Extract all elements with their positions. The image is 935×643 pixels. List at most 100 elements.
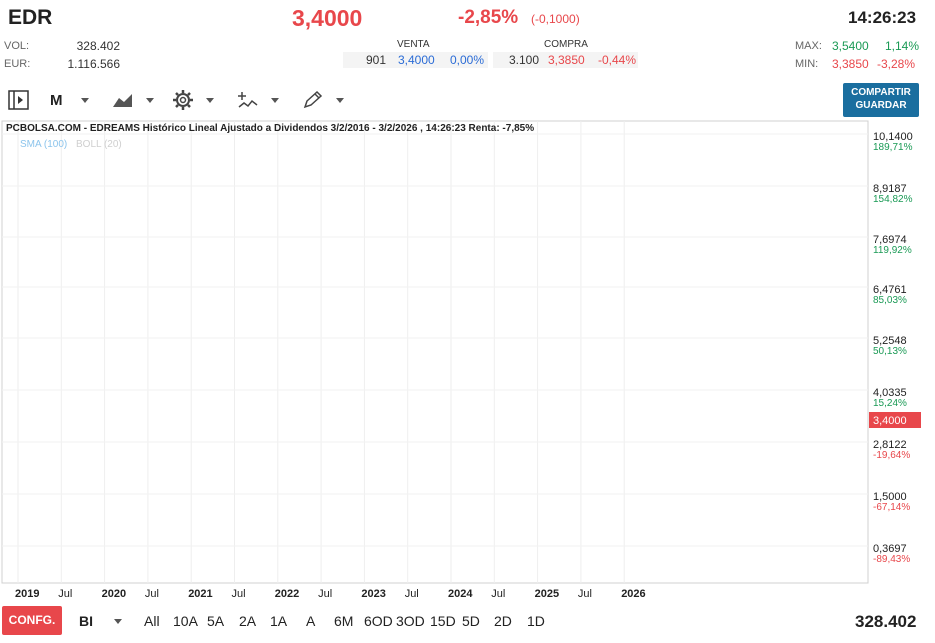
period-tab-10a[interactable]: 10A bbox=[173, 613, 198, 629]
eur-label: EUR: bbox=[4, 58, 31, 70]
venta-qty: 901 bbox=[366, 53, 387, 67]
compra-label: COMPRA bbox=[544, 39, 588, 50]
period-tab-15d[interactable]: 15D bbox=[430, 613, 456, 629]
period-tab-2a[interactable]: 2A bbox=[239, 613, 257, 629]
scale-label: BI bbox=[79, 613, 93, 629]
period-tab-all[interactable]: All bbox=[144, 613, 160, 629]
x-tick-label: Jul bbox=[405, 588, 419, 600]
x-tick-label: Jul bbox=[58, 588, 72, 600]
compra-price: 3,3850 bbox=[548, 53, 585, 67]
share-save-button[interactable]: COMPARTIR GUARDAR bbox=[843, 83, 919, 117]
x-tick-label: 2020 bbox=[102, 588, 126, 600]
period-tab-6od[interactable]: 6OD bbox=[364, 613, 393, 629]
price-chart[interactable]: PCBolsa 8,04007,50007,17005,91004,0400 1… bbox=[0, 118, 935, 603]
y-tick-pct: 50,13% bbox=[873, 346, 907, 357]
period-tab-3od[interactable]: 3OD bbox=[396, 613, 425, 629]
y-tick-pct: 154,82% bbox=[873, 194, 913, 205]
y-tick-pct: 189,71% bbox=[873, 142, 913, 153]
compra-pct: -0,44% bbox=[598, 53, 637, 67]
toggle-panel-button[interactable] bbox=[7, 88, 31, 112]
indicators-selector[interactable] bbox=[237, 88, 279, 112]
x-tick-label: Jul bbox=[232, 588, 246, 600]
x-tick-label: 2024 bbox=[448, 588, 473, 600]
legend-sma: SMA (100) bbox=[20, 139, 67, 150]
y-tick-pct: -67,14% bbox=[873, 502, 910, 513]
current-price-label: 3,4000 bbox=[873, 415, 907, 427]
x-tick-label: 2021 bbox=[188, 588, 212, 600]
period-tab-a[interactable]: A bbox=[306, 613, 316, 629]
x-tick-label: Jul bbox=[145, 588, 159, 600]
min-label: MIN: bbox=[795, 58, 819, 70]
pencil-icon bbox=[303, 90, 323, 109]
max-value: 3,5400 bbox=[832, 39, 869, 53]
min-value: 3,3850 bbox=[832, 57, 869, 71]
y-tick-price: 1,5000 bbox=[873, 491, 907, 503]
x-tick-label: 2022 bbox=[275, 588, 299, 600]
x-tick-label: Jul bbox=[491, 588, 505, 600]
y-tick-pct: 15,24% bbox=[873, 398, 907, 409]
quote-time: 14:26:23 bbox=[848, 8, 917, 27]
plot-frame bbox=[1, 120, 869, 584]
period-tab-6m[interactable]: 6M bbox=[334, 613, 354, 629]
period-label: M bbox=[50, 91, 63, 109]
current-price-badge bbox=[869, 412, 921, 428]
y-tick-price: 6,4761 bbox=[873, 284, 907, 296]
max-label: MAX: bbox=[795, 40, 822, 52]
chevron-down-icon[interactable] bbox=[114, 619, 122, 624]
period-tab-5a[interactable]: 5A bbox=[207, 613, 225, 629]
y-tick-pct: 85,03% bbox=[873, 295, 907, 306]
total-volume: 328.402 bbox=[855, 612, 917, 631]
y-tick-pct: 119,92% bbox=[873, 245, 912, 256]
chevron-down-icon bbox=[336, 97, 344, 103]
legend-boll: BOLL (20) bbox=[76, 139, 122, 150]
config-button[interactable]: CONFG. bbox=[2, 606, 62, 635]
y-tick-price: 0,3697 bbox=[873, 543, 907, 555]
scale-selector[interactable]: BI bbox=[79, 613, 93, 629]
compra-box bbox=[493, 52, 638, 68]
chevron-down-icon bbox=[206, 97, 214, 103]
chevron-down-icon bbox=[146, 97, 154, 103]
ticker-symbol: EDR bbox=[8, 6, 53, 29]
x-tick-label: 2023 bbox=[361, 588, 385, 600]
max-pct: 1,14% bbox=[885, 39, 920, 53]
gear-icon bbox=[173, 90, 193, 110]
y-tick-pct: -89,43% bbox=[873, 554, 910, 565]
vol-label: VOL: bbox=[4, 40, 30, 52]
last-price: 3,4000 bbox=[292, 5, 363, 31]
chevron-down-icon bbox=[80, 97, 89, 103]
period-selector[interactable]: M bbox=[50, 88, 89, 112]
compra-qty: 3.100 bbox=[509, 53, 540, 67]
x-tick-label: Jul bbox=[578, 588, 592, 600]
x-tick-label: 2019 bbox=[15, 588, 39, 600]
drawing-tools-selector[interactable] bbox=[302, 88, 344, 112]
share-label: COMPARTIR bbox=[851, 87, 911, 98]
venta-box bbox=[343, 52, 488, 68]
period-tab-2d[interactable]: 2D bbox=[494, 613, 512, 629]
period-tab-1a[interactable]: 1A bbox=[270, 613, 288, 629]
x-tick-label: 2025 bbox=[535, 588, 559, 600]
venta-label: VENTA bbox=[397, 39, 430, 50]
chart-title: PCBOLSA.COM - EDREAMS Histórico Lineal A… bbox=[6, 123, 534, 134]
y-tick-price: 5,2548 bbox=[873, 335, 907, 347]
chart-type-selector[interactable] bbox=[112, 88, 154, 112]
y-tick-price: 2,8122 bbox=[873, 439, 907, 451]
vol-value: 328.402 bbox=[76, 39, 120, 53]
period-tab-1d[interactable]: 1D bbox=[527, 613, 545, 629]
indicators-icon bbox=[238, 92, 258, 108]
y-tick-price: 4,0335 bbox=[873, 387, 907, 399]
change-absolute: (-0,1000) bbox=[531, 12, 580, 26]
min-pct: -3,28% bbox=[877, 57, 916, 71]
venta-pct: 0,00% bbox=[450, 53, 485, 67]
y-tick-price: 7,6974 bbox=[873, 234, 907, 246]
axis-layer: 2019 Jul 2020 Jul 2021 Jul 2022 Jul 2023 Jul 2024 J… bbox=[1, 120, 921, 600]
y-tick-price: 10,1400 bbox=[873, 131, 913, 143]
venta-price: 3,4000 bbox=[398, 53, 435, 67]
x-tick-label: Jul bbox=[318, 588, 332, 600]
settings-selector[interactable] bbox=[172, 88, 214, 112]
area-chart-icon bbox=[113, 94, 132, 107]
y-tick-pct: -19,64% bbox=[873, 450, 910, 461]
eur-value: 1.116.566 bbox=[67, 57, 121, 71]
x-tick-label: 2026 bbox=[621, 588, 645, 600]
save-label: GUARDAR bbox=[855, 100, 907, 111]
period-tab-5d[interactable]: 5D bbox=[462, 613, 480, 629]
